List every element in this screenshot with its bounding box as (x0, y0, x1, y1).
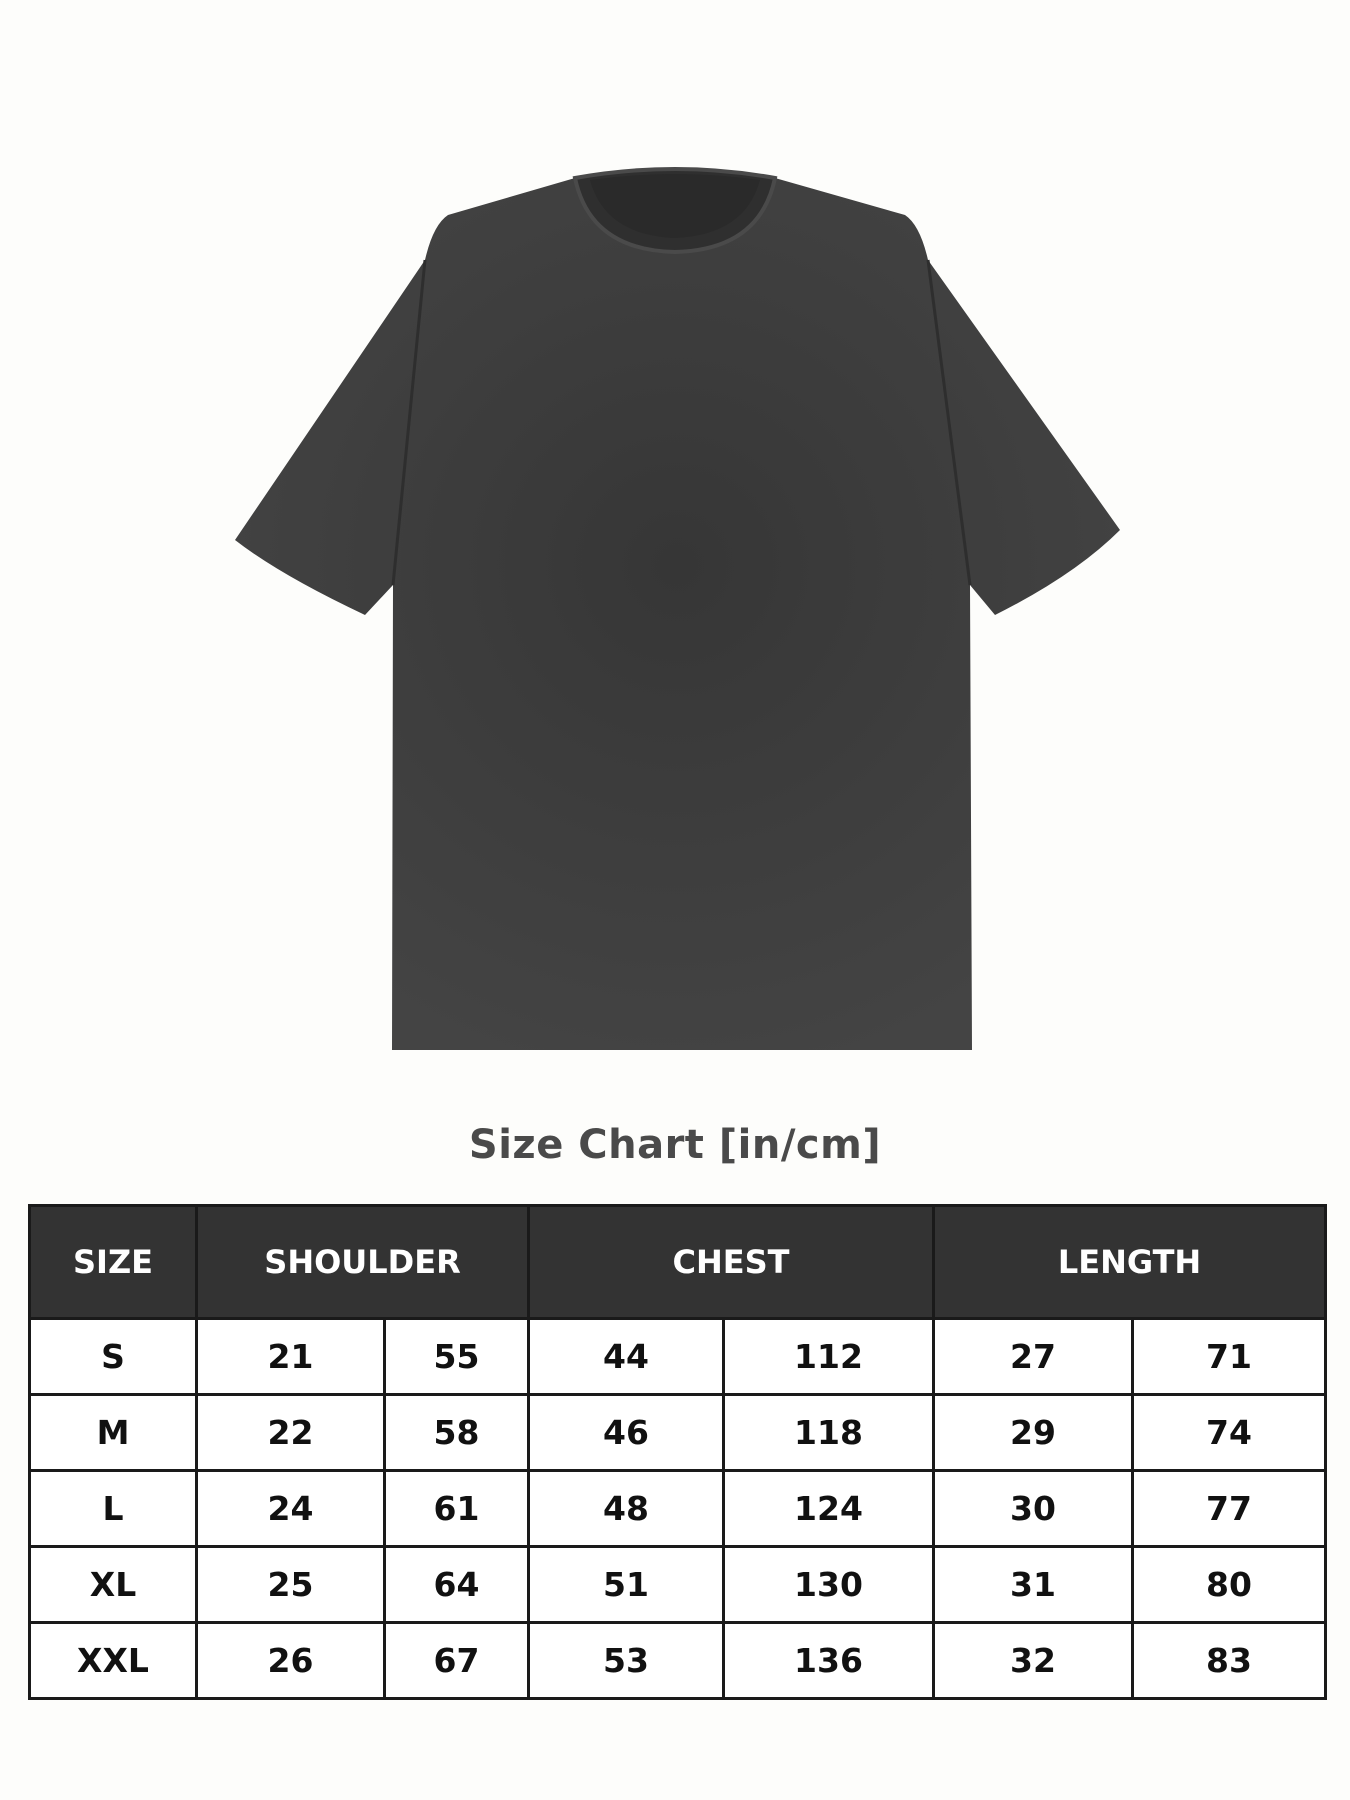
cell-shoulder-cm: 61 (383, 1469, 530, 1548)
table-row: XXL 26 67 53 136 32 83 (28, 1621, 1327, 1700)
cell-chest-in: 44 (527, 1317, 725, 1396)
cell-length-cm: 80 (1131, 1545, 1327, 1624)
cell-chest-cm: 130 (722, 1545, 935, 1624)
cell-chest-cm: 118 (722, 1393, 935, 1472)
cell-length-in: 27 (932, 1317, 1134, 1396)
size-chart-title: Size Chart [in/cm] (468, 1122, 882, 1168)
cell-shoulder-cm: 64 (383, 1545, 530, 1624)
header-shoulder: SHOULDER (195, 1204, 530, 1320)
cell-shoulder-in: 22 (195, 1393, 386, 1472)
cell-shoulder-in: 26 (195, 1621, 386, 1700)
cell-size: L (28, 1469, 198, 1548)
tshirt-body (235, 169, 1120, 1050)
cell-length-in: 32 (932, 1621, 1134, 1700)
header-length: LENGTH (932, 1204, 1327, 1320)
cell-length-cm: 83 (1131, 1621, 1327, 1700)
cell-size: XXL (28, 1621, 198, 1700)
table-row: M 22 58 46 118 29 74 (28, 1393, 1327, 1472)
cell-chest-in: 48 (527, 1469, 725, 1548)
cell-size: XL (28, 1545, 198, 1624)
cell-length-in: 30 (932, 1469, 1134, 1548)
cell-shoulder-cm: 55 (383, 1317, 530, 1396)
cell-shoulder-cm: 67 (383, 1621, 530, 1700)
cell-shoulder-in: 24 (195, 1469, 386, 1548)
cell-chest-in: 53 (527, 1621, 725, 1700)
cell-length-in: 29 (932, 1393, 1134, 1472)
cell-chest-cm: 136 (722, 1621, 935, 1700)
table-header-row: SIZE SHOULDER CHEST LENGTH (28, 1204, 1327, 1320)
cell-length-cm: 71 (1131, 1317, 1327, 1396)
cell-size: M (28, 1393, 198, 1472)
size-chart-table: SIZE SHOULDER CHEST LENGTH S 21 55 44 112 27 7… (28, 1204, 1327, 1700)
cell-size: S (28, 1317, 198, 1396)
cell-chest-in: 51 (527, 1545, 725, 1624)
cell-shoulder-cm: 58 (383, 1393, 530, 1472)
cell-length-in: 31 (932, 1545, 1134, 1624)
header-chest: CHEST (527, 1204, 935, 1320)
header-size: SIZE (28, 1204, 198, 1320)
table-row: S 21 55 44 112 27 71 (28, 1317, 1327, 1396)
cell-chest-in: 46 (527, 1393, 725, 1472)
cell-length-cm: 77 (1131, 1469, 1327, 1548)
table-row: XL 25 64 51 130 31 80 (28, 1545, 1327, 1624)
tshirt-product-image (235, 167, 1120, 1050)
cell-length-cm: 74 (1131, 1393, 1327, 1472)
table-row: L 24 61 48 124 30 77 (28, 1469, 1327, 1548)
cell-chest-cm: 124 (722, 1469, 935, 1548)
cell-chest-cm: 112 (722, 1317, 935, 1396)
cell-shoulder-in: 25 (195, 1545, 386, 1624)
cell-shoulder-in: 21 (195, 1317, 386, 1396)
